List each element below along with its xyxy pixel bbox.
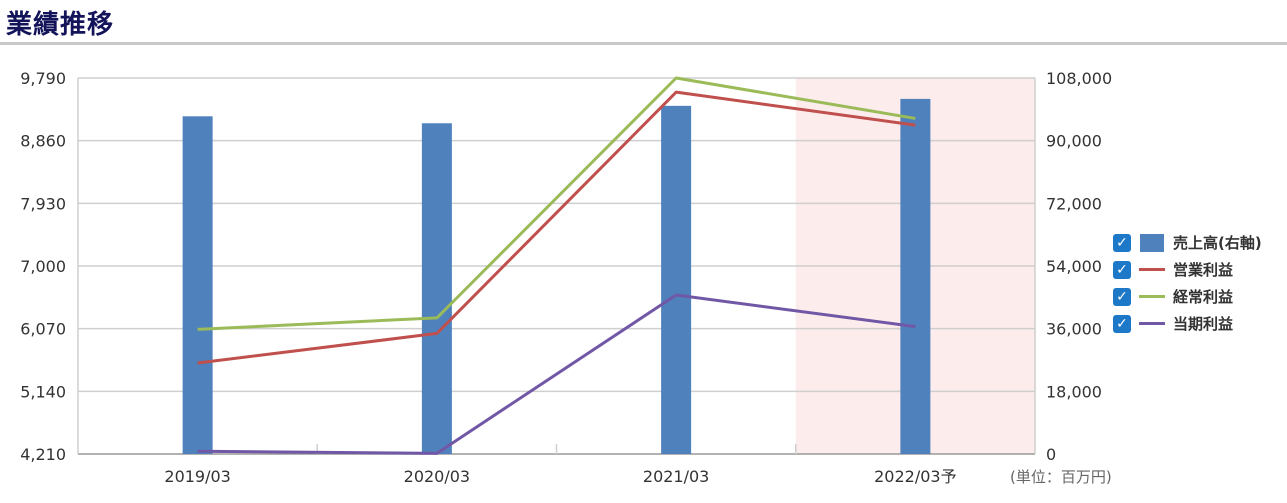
x-tick-label: 2019/03	[164, 467, 230, 486]
left-tick-label: 8,860	[20, 132, 66, 151]
legend-item-net[interactable]: ✓ 当期利益	[1113, 310, 1262, 337]
line-swatch-icon	[1139, 322, 1165, 325]
checkbox-checked-icon[interactable]: ✓	[1113, 233, 1131, 252]
left-tick-label: 7,930	[20, 194, 66, 213]
left-tick-label: 6,070	[20, 320, 66, 339]
checkbox-checked-icon[interactable]: ✓	[1113, 260, 1131, 279]
left-tick-label: 5,140	[20, 382, 66, 401]
legend-label: 経常利益	[1173, 288, 1234, 306]
left-tick-label: 7,000	[20, 257, 66, 276]
legend-item-sales[interactable]: ✓ 売上高(右軸)	[1113, 229, 1262, 256]
right-tick-label: 90,000	[1046, 132, 1102, 151]
bar-sales	[900, 98, 931, 454]
line-swatch-icon	[1139, 295, 1165, 298]
series-line-1	[197, 90, 916, 365]
right-tick-label: 54,000	[1046, 257, 1102, 276]
unit-note: (単位：百万円)	[1010, 468, 1112, 486]
checkbox-checked-icon[interactable]: ✓	[1113, 314, 1131, 333]
legend-item-operating[interactable]: ✓ 営業利益	[1113, 256, 1262, 283]
legend-label: 当期利益	[1173, 315, 1234, 333]
left-tick-label: 4,210	[20, 445, 66, 464]
legend-label: 営業利益	[1173, 261, 1234, 279]
chart-legend: ✓ 売上高(右軸) ✓ 営業利益 ✓ 経常利益 ✓ 当期利益	[1113, 229, 1262, 337]
right-tick-label: 108,000	[1046, 69, 1112, 88]
bar-swatch-icon	[1140, 233, 1164, 252]
right-tick-label: 36,000	[1046, 320, 1102, 339]
page-title: 業績推移	[6, 10, 115, 40]
right-tick-label: 18,000	[1046, 382, 1102, 401]
right-tick-label: 0	[1046, 445, 1056, 464]
bar-sales	[421, 123, 452, 454]
x-tick-label: 2020/03	[404, 467, 470, 486]
legend-item-ordinary[interactable]: ✓ 経常利益	[1113, 283, 1262, 310]
x-tick-label: 2022/03予	[874, 467, 956, 486]
line-swatch-icon	[1139, 268, 1165, 271]
left-tick-label: 9,790	[20, 69, 66, 88]
series-line-2	[197, 76, 916, 331]
legend-label: 売上高(右軸)	[1173, 234, 1262, 252]
bar-sales	[661, 105, 692, 454]
right-tick-label: 72,000	[1046, 194, 1102, 213]
title-divider	[0, 42, 1287, 45]
series-line-3	[197, 293, 916, 455]
x-tick-label: 2021/03	[643, 467, 709, 486]
checkbox-checked-icon[interactable]: ✓	[1113, 287, 1131, 306]
bar-sales	[182, 116, 213, 454]
